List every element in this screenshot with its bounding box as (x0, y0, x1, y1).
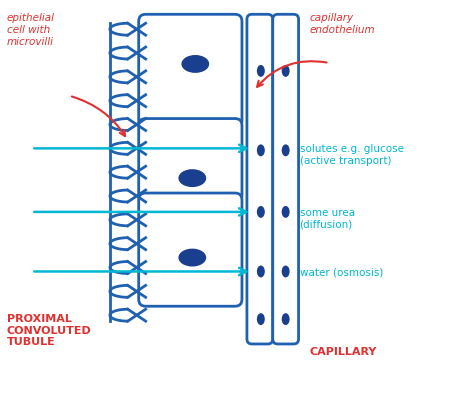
Text: water (osmosis): water (osmosis) (300, 267, 383, 278)
Ellipse shape (257, 65, 265, 77)
FancyBboxPatch shape (139, 118, 242, 202)
Text: capillary
endothelium: capillary endothelium (310, 13, 375, 35)
Ellipse shape (282, 313, 290, 325)
Ellipse shape (257, 265, 265, 277)
Text: epithelial
cell with
microvilli: epithelial cell with microvilli (7, 13, 55, 47)
FancyBboxPatch shape (247, 14, 273, 344)
Text: solutes e.g. glucose
(active transport): solutes e.g. glucose (active transport) (300, 145, 403, 166)
Ellipse shape (178, 248, 206, 267)
Text: some urea
(diffusion): some urea (diffusion) (300, 208, 355, 229)
FancyBboxPatch shape (273, 14, 299, 344)
Text: CAPILLARY: CAPILLARY (310, 347, 377, 357)
FancyBboxPatch shape (139, 14, 242, 128)
Text: PROXIMAL
CONVOLUTED
TUBULE: PROXIMAL CONVOLUTED TUBULE (7, 314, 91, 347)
Ellipse shape (182, 55, 209, 73)
Ellipse shape (178, 169, 206, 187)
Ellipse shape (282, 265, 290, 277)
Ellipse shape (257, 145, 265, 156)
Ellipse shape (257, 206, 265, 218)
Ellipse shape (282, 206, 290, 218)
Ellipse shape (257, 313, 265, 325)
FancyBboxPatch shape (139, 193, 242, 306)
Ellipse shape (282, 65, 290, 77)
Ellipse shape (282, 145, 290, 156)
